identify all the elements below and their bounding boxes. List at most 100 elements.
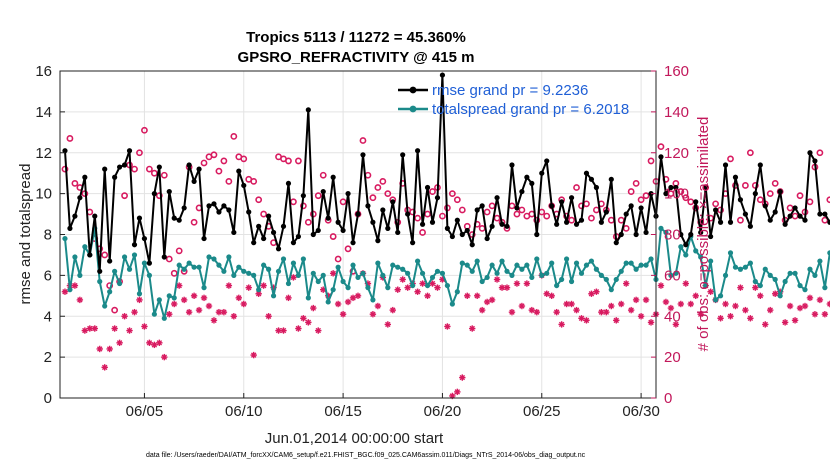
obs-assimilated-point bbox=[190, 292, 198, 300]
totalspread-point bbox=[514, 262, 520, 268]
obs-assimilated-point bbox=[667, 304, 675, 312]
rmse-point bbox=[593, 184, 600, 191]
rmse-point bbox=[727, 219, 734, 225]
obs-assimilated-point bbox=[573, 306, 580, 314]
obs-assimilated-point bbox=[444, 323, 451, 330]
obs-possible-point bbox=[339, 198, 347, 206]
totalspread-point bbox=[365, 285, 371, 291]
obs-assimilated-point bbox=[161, 353, 168, 361]
totalspread-point bbox=[340, 278, 346, 285]
chart-title: Tropics 5113 / 11272 = 45.360% bbox=[246, 29, 466, 46]
obs-possible-point bbox=[796, 192, 804, 200]
totalspread-point bbox=[97, 278, 103, 285]
obs-assimilated-point bbox=[687, 300, 694, 308]
rmse-point bbox=[688, 231, 694, 238]
totalspread-point bbox=[782, 278, 788, 285]
obs-assimilated-point bbox=[205, 302, 213, 310]
totalspread-point bbox=[459, 260, 465, 266]
rmse-point bbox=[166, 188, 172, 195]
obs-possible-point bbox=[141, 126, 148, 134]
totalspread-point bbox=[221, 268, 227, 274]
obs-possible-point bbox=[101, 251, 109, 259]
totalspread-point bbox=[380, 272, 386, 278]
rmse-point bbox=[261, 235, 267, 242]
obs-assimilated-point bbox=[717, 315, 724, 322]
totalspread-point bbox=[822, 285, 828, 291]
y2-tick-label: 160 bbox=[664, 63, 689, 80]
obs-possible-point bbox=[746, 149, 754, 157]
rmse-point bbox=[300, 193, 306, 199]
rmse-point bbox=[211, 201, 217, 207]
obs-assimilated-point bbox=[156, 339, 163, 347]
rmse-point bbox=[266, 213, 272, 219]
obs-assimilated-point bbox=[111, 325, 118, 332]
totalspread-point bbox=[275, 268, 282, 274]
totalspread-point bbox=[330, 287, 336, 293]
rmse-point bbox=[400, 152, 406, 158]
rmse-point bbox=[97, 268, 103, 274]
rmse-point bbox=[484, 235, 490, 242]
totalspread-point bbox=[564, 256, 570, 262]
x-tick-label: 06/25 bbox=[523, 403, 561, 420]
obs-assimilated-point bbox=[598, 308, 605, 316]
rmse-point bbox=[698, 229, 704, 236]
totalspread-point bbox=[792, 270, 798, 276]
totalspread-point bbox=[534, 256, 540, 262]
obs-assimilated-point bbox=[185, 308, 193, 316]
obs-possible-point bbox=[329, 233, 337, 240]
obs-assimilated-point bbox=[677, 300, 685, 308]
rmse-point bbox=[568, 195, 575, 201]
rmse-point bbox=[792, 205, 798, 211]
obs-assimilated-point bbox=[568, 300, 575, 308]
rmse-point bbox=[390, 199, 396, 205]
rmse-point bbox=[633, 231, 639, 238]
legend-marker-rmse bbox=[409, 86, 417, 94]
rmse-point bbox=[444, 225, 450, 231]
totalspread-point bbox=[385, 285, 391, 291]
rmse-point bbox=[102, 166, 108, 172]
obs-possible-point bbox=[742, 182, 749, 189]
obs-assimilated-point bbox=[811, 311, 819, 318]
rmse-point bbox=[295, 233, 301, 240]
obs-possible-point bbox=[483, 208, 491, 216]
obs-possible-point bbox=[210, 151, 218, 159]
obs-assimilated-point bbox=[424, 292, 431, 300]
totalspread-point bbox=[424, 282, 431, 289]
rmse-point bbox=[678, 231, 684, 238]
obs-assimilated-point bbox=[71, 282, 79, 289]
obs-assimilated-point bbox=[548, 292, 555, 300]
obs-assimilated-point bbox=[454, 388, 461, 396]
rmse-point bbox=[126, 148, 133, 154]
y-tick-label: 16 bbox=[35, 63, 52, 80]
obs-possible-point bbox=[513, 210, 521, 218]
rmse-point bbox=[201, 235, 207, 242]
totalspread-point bbox=[345, 285, 351, 291]
obs-assimilated-point bbox=[533, 308, 540, 316]
obs-assimilated-point bbox=[374, 302, 382, 310]
obs-assimilated-point bbox=[315, 327, 322, 334]
obs-possible-point bbox=[379, 177, 387, 185]
rmse-point bbox=[112, 174, 118, 180]
rmse-point bbox=[737, 197, 744, 203]
rmse-point bbox=[434, 195, 441, 201]
rmse-point bbox=[598, 219, 604, 225]
x-tick-label: 06/20 bbox=[424, 403, 462, 420]
rmse-point bbox=[499, 221, 505, 227]
rmse-point bbox=[494, 195, 500, 201]
totalspread-point bbox=[708, 258, 714, 264]
rmse-point bbox=[564, 219, 570, 225]
totalspread-point bbox=[673, 270, 679, 276]
obs-assimilated-point bbox=[106, 345, 113, 353]
totalspread-point bbox=[360, 270, 366, 276]
rmse-point bbox=[256, 223, 262, 229]
obs-possible-point bbox=[260, 210, 268, 218]
rmse-point bbox=[350, 240, 356, 246]
obs-assimilated-point bbox=[498, 284, 506, 291]
obs-assimilated-point bbox=[608, 302, 615, 310]
rmse-point bbox=[459, 231, 465, 238]
rmse-point bbox=[817, 211, 823, 217]
x-tick-label: 06/15 bbox=[324, 403, 362, 420]
obs-assimilated-point bbox=[588, 290, 595, 297]
obs-assimilated-point bbox=[225, 282, 233, 289]
legend: rmse grand pr = 9.2236 totalspread grand… bbox=[398, 82, 629, 118]
